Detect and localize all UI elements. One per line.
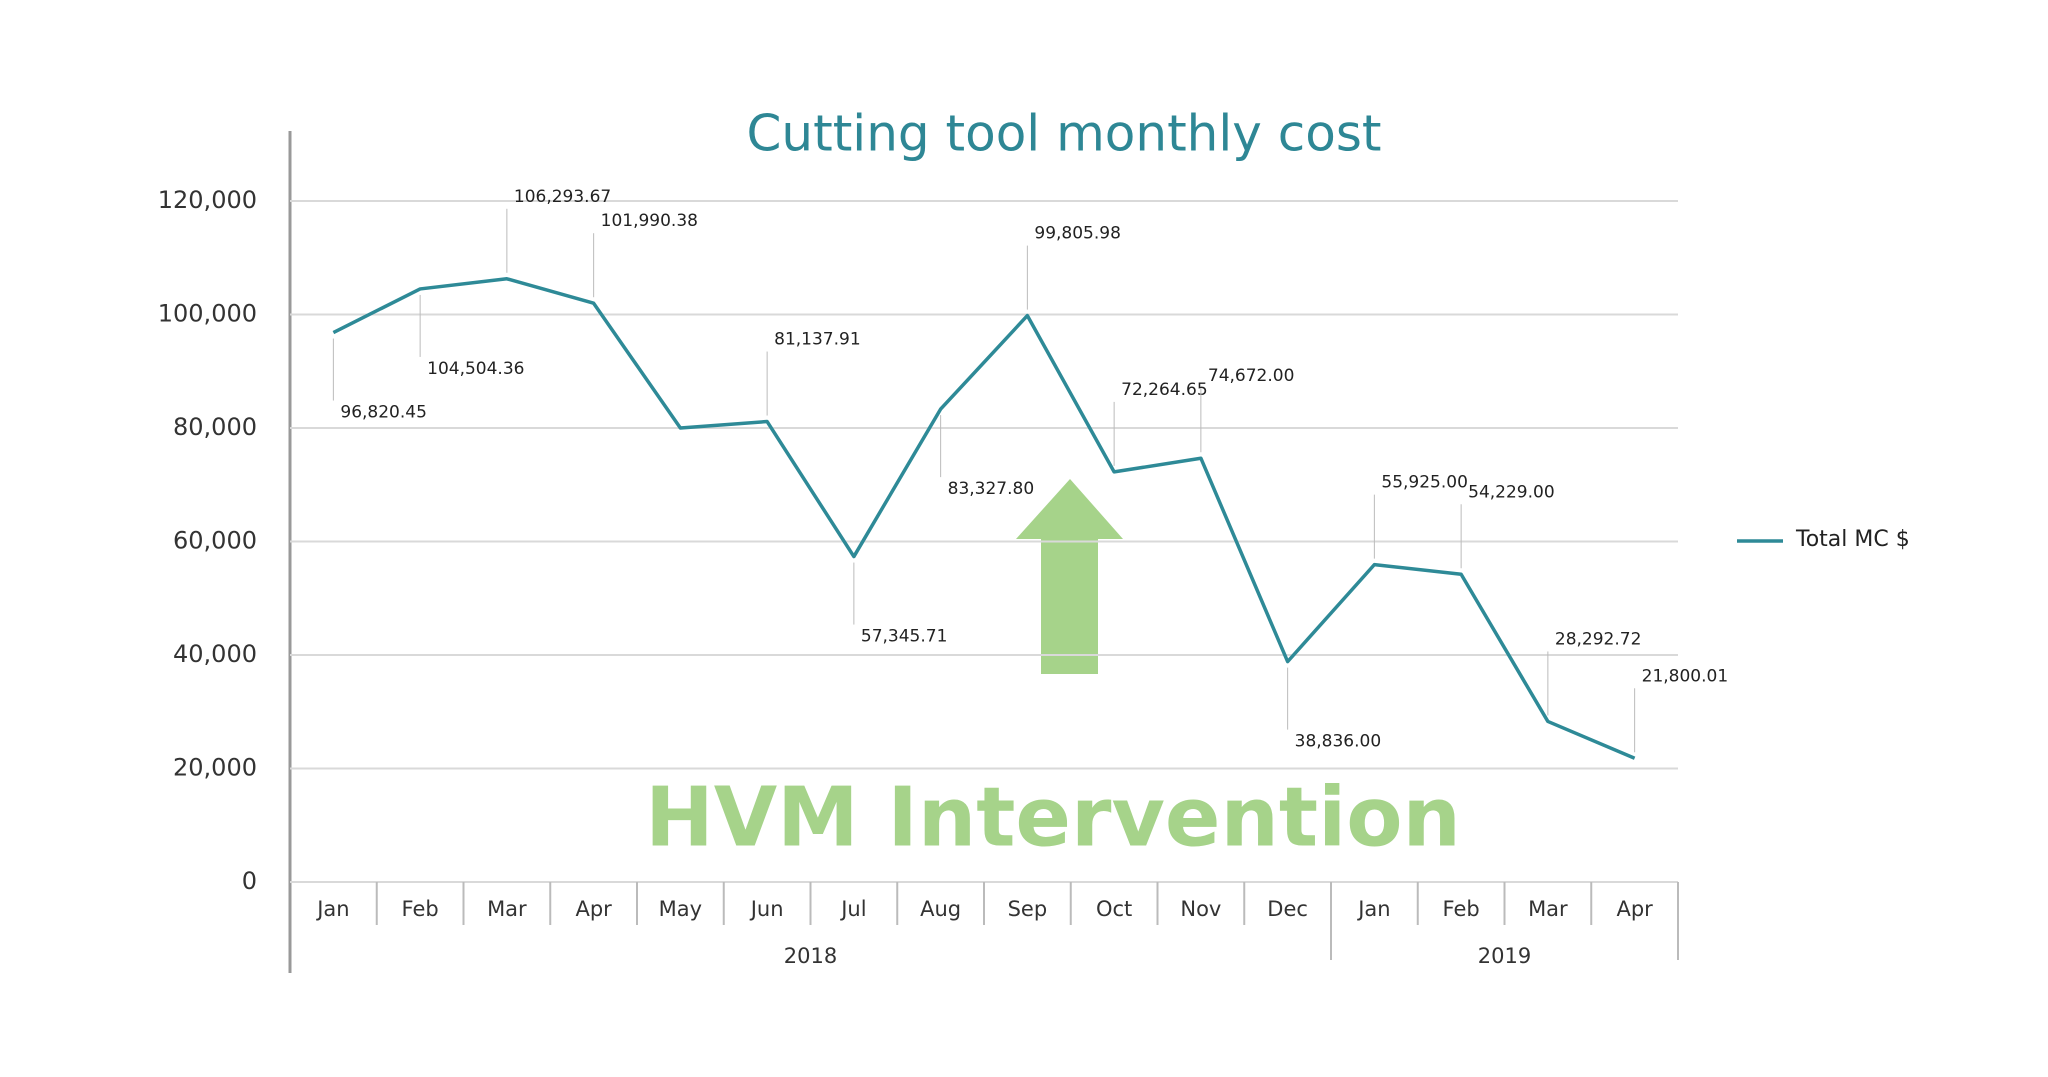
x-tick-label: May [659, 897, 702, 921]
data-label: 55,925.00 [1381, 473, 1468, 493]
y-tick-label: 100,000 [158, 300, 257, 328]
y-tick-label: 120,000 [158, 186, 257, 214]
y-tick-label: 0 [242, 867, 257, 895]
data-label: 81,137.91 [774, 330, 861, 350]
y-tick-label: 80,000 [173, 413, 257, 441]
data-label: 101,990.38 [601, 211, 698, 231]
x-tick-label: Jul [839, 897, 866, 921]
y-tick-label: 20,000 [173, 754, 257, 782]
x-tick-label: Apr [575, 897, 612, 921]
legend-label: Total MC $ [1795, 527, 1910, 552]
x-tick-label: Nov [1180, 897, 1221, 921]
data-label: 54,229.00 [1468, 482, 1555, 502]
data-label: 96,820.45 [340, 403, 427, 423]
x-tick-label: Oct [1096, 897, 1132, 921]
data-label: 104,504.36 [427, 359, 524, 379]
data-label: 57,345.71 [861, 627, 948, 647]
data-label: 28,292.72 [1555, 629, 1642, 649]
x-tick-label: Mar [1528, 897, 1568, 921]
x-tick-label: Jan [1356, 897, 1390, 921]
data-label: 38,836.00 [1295, 732, 1382, 752]
x-group-label: 2018 [784, 944, 837, 968]
x-tick-label: Feb [402, 897, 439, 921]
data-label: 21,800.01 [1642, 666, 1729, 686]
y-tick-label: 60,000 [173, 527, 257, 555]
y-tick-label: 40,000 [173, 640, 257, 668]
x-tick-label: Jan [315, 897, 349, 921]
x-tick-label: Dec [1267, 897, 1308, 921]
x-tick-label: Jun [749, 897, 784, 921]
data-label: 106,293.67 [514, 187, 611, 207]
x-tick-label: Feb [1443, 897, 1480, 921]
data-label: 83,327.80 [948, 479, 1035, 499]
data-label: 74,672.00 [1208, 366, 1295, 386]
x-tick-label: Apr [1616, 897, 1653, 921]
annotation: HVM Intervention [645, 770, 1461, 865]
intervention-arrow [1016, 479, 1123, 674]
x-tick-label: Aug [920, 897, 961, 921]
x-group-label: 2019 [1478, 944, 1531, 968]
chart-title: Cutting tool monthly cost [747, 105, 1382, 163]
x-tick-label: Mar [487, 897, 527, 921]
data-label: 72,264.65 [1121, 380, 1208, 400]
series-line [332, 277, 1636, 760]
data-label: 99,805.98 [1034, 224, 1121, 244]
x-tick-label: Sep [1008, 897, 1048, 921]
